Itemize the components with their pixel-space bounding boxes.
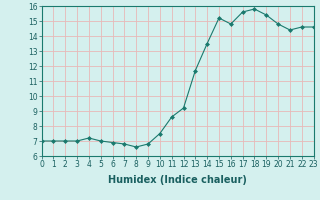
X-axis label: Humidex (Indice chaleur): Humidex (Indice chaleur) <box>108 175 247 185</box>
